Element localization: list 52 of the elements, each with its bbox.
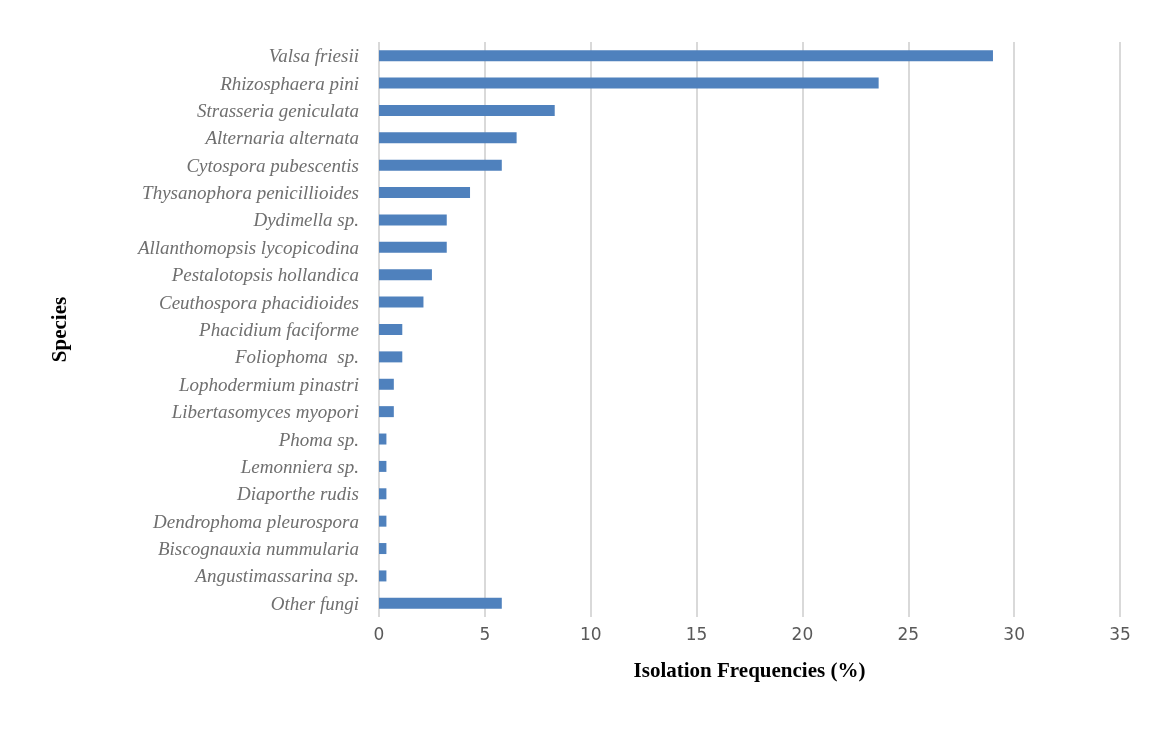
bar xyxy=(379,269,432,281)
bar xyxy=(379,406,394,418)
y-tick-label: Foliophoma sp. xyxy=(233,346,359,368)
y-tick-label: Biscognauxia nummularia xyxy=(157,538,359,560)
y-tick-label: Phacidium faciforme xyxy=(198,319,359,340)
x-tick-label: 20 xyxy=(791,623,814,644)
y-tick-label: Angustimassarina sp. xyxy=(193,565,359,587)
bar xyxy=(379,570,387,582)
y-tick-label: Diaporthe rudis xyxy=(236,483,359,505)
bar xyxy=(379,515,387,527)
bar xyxy=(379,543,387,555)
y-tick-label: Rhizosphaera pini xyxy=(219,72,359,94)
y-tick-label: Lemonniera sp. xyxy=(239,455,359,477)
bar xyxy=(379,214,447,226)
y-tick-label: Cytospora pubescentis xyxy=(186,154,359,176)
x-tick-label: 0 xyxy=(373,623,385,644)
x-tick-label: 10 xyxy=(579,623,602,644)
x-axis-title: Isolation Frequencies (%) xyxy=(633,657,866,682)
y-tick-label: Ceuthospora phacidioides xyxy=(158,291,359,313)
y-tick-label: Thysanophora penicillioides xyxy=(142,182,359,204)
y-tick-label: Dendrophoma pleurospora xyxy=(151,510,359,532)
bar xyxy=(379,187,471,199)
y-tick-label: Libertasomyces myopori xyxy=(170,401,359,423)
bar xyxy=(379,296,424,308)
y-tick-label: Lophodermium pinastri xyxy=(178,373,359,395)
y-tick-label: Valsa friesii xyxy=(268,45,359,67)
y-tick-label: Other fungi xyxy=(270,592,359,614)
bar xyxy=(379,378,394,390)
bar xyxy=(379,488,387,500)
bar xyxy=(379,159,502,171)
y-tick-label: Allanthomopsis lycopicodina xyxy=(135,236,359,258)
bar xyxy=(379,132,517,144)
bar xyxy=(379,433,387,445)
bar xyxy=(379,104,555,116)
y-tick-label: Alternaria alternata xyxy=(203,127,359,149)
bar xyxy=(379,460,387,472)
bar xyxy=(379,324,403,335)
y-tick-label: Strasseria geniculata xyxy=(196,99,359,121)
x-tick-label: 25 xyxy=(897,623,920,644)
y-tick-label: Pestalotopsis hollandica xyxy=(170,264,359,286)
x-tick-label: 15 xyxy=(685,623,708,644)
bar xyxy=(379,351,403,363)
x-tick-label: 35 xyxy=(1109,623,1131,644)
x-tick-label: 30 xyxy=(1003,623,1025,644)
x-tick-label: 5 xyxy=(479,623,491,644)
bar xyxy=(379,597,502,609)
y-tick-label: Phoma sp. xyxy=(277,428,359,450)
bar xyxy=(379,50,993,62)
bar xyxy=(379,77,879,89)
y-axis-title: Species xyxy=(46,296,71,363)
bar xyxy=(379,241,447,253)
y-tick-label: Dydimella sp. xyxy=(252,209,359,231)
